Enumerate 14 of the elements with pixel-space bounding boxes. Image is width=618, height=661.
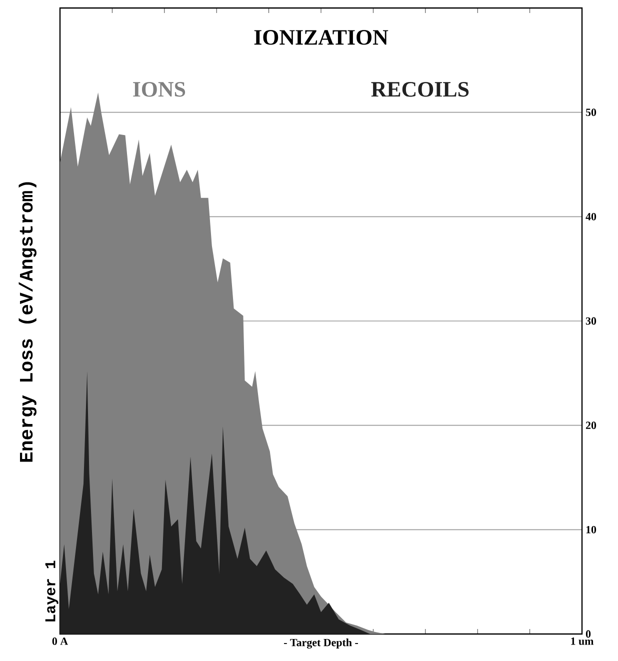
text: RECOILS: [371, 82, 469, 97]
series-label: IONS: [133, 82, 186, 97]
text: IONIZATION: [254, 30, 388, 45]
x-tick-label: 1 um: [571, 638, 594, 645]
x-axis-title: - Target Depth -: [284, 638, 358, 649]
y-tick-label: 20: [586, 422, 596, 430]
y-tick-label: 0: [586, 630, 591, 638]
y-tick-label: 40: [586, 212, 596, 220]
text: Layer 1: [45, 560, 58, 622]
y-tick-label: 50: [586, 108, 596, 116]
x-tick-label: 0 A: [52, 638, 68, 645]
y-tick-label: 10: [586, 526, 596, 534]
y-axis-title: Energy Loss (eV/Angstrom): [18, 182, 36, 462]
y-tick-label: 30: [586, 317, 596, 325]
